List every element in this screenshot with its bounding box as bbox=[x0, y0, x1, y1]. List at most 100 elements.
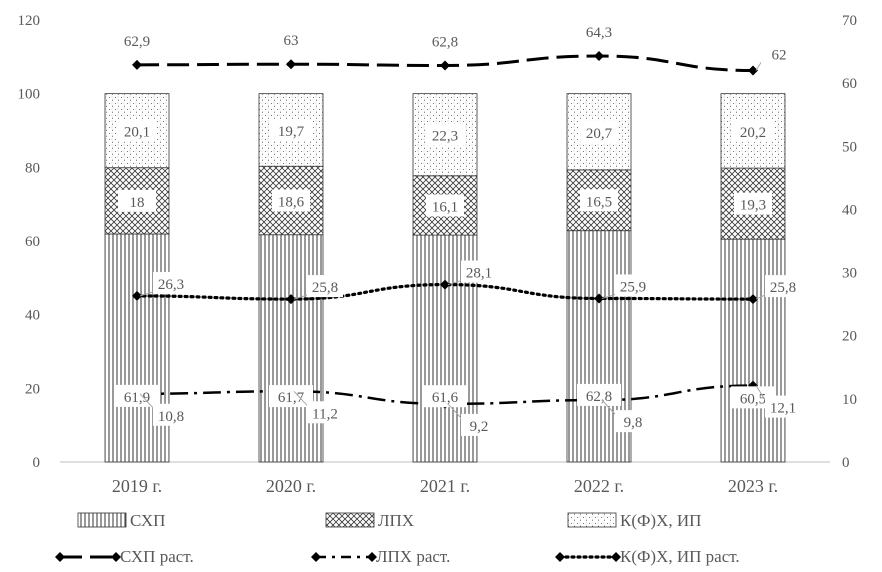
line-data-label: 25,9 bbox=[620, 279, 646, 295]
data-label: 20,2 bbox=[740, 125, 766, 141]
line-marker bbox=[132, 59, 142, 70]
data-label: 19,7 bbox=[278, 124, 305, 140]
legend-marker bbox=[111, 552, 121, 562]
data-label: 22,3 bbox=[432, 129, 458, 145]
legend-label: ЛПХ раст. bbox=[376, 547, 450, 566]
data-label-box bbox=[579, 120, 619, 143]
y-right-tick-label: 40 bbox=[842, 202, 857, 218]
line-marker bbox=[748, 65, 758, 76]
data-label: 20,1 bbox=[124, 125, 150, 141]
legend-label: СХП bbox=[130, 511, 165, 530]
data-label-box bbox=[761, 42, 797, 65]
data-label-box bbox=[615, 274, 651, 297]
data-label-box bbox=[461, 260, 497, 283]
legend-marker bbox=[611, 552, 621, 562]
data-label: 18,6 bbox=[278, 194, 305, 210]
x-tick-label: 2019 г. bbox=[112, 476, 162, 496]
data-label-box bbox=[580, 189, 618, 212]
legend-marker bbox=[55, 552, 65, 562]
line-data-label: 26,3 bbox=[158, 277, 184, 293]
line-marker bbox=[594, 50, 604, 61]
legend-marker bbox=[311, 552, 321, 562]
data-label-box bbox=[269, 385, 313, 408]
axes: 0 20 40 60 80 100 120 0 10 20 30 40 50 60 70 2019 г. 202… bbox=[18, 13, 858, 496]
data-label-box bbox=[117, 119, 157, 142]
y-left-tick-label: 80 bbox=[25, 160, 40, 176]
data-label: 16,5 bbox=[586, 194, 612, 210]
line-marker bbox=[440, 279, 450, 290]
line-marker bbox=[748, 294, 758, 305]
y-left-tick-label: 0 bbox=[33, 455, 41, 471]
data-label: 61,7 bbox=[278, 390, 305, 406]
data-label-box bbox=[615, 410, 651, 433]
line-data-label: 25,8 bbox=[770, 280, 796, 296]
data-label-box bbox=[307, 275, 343, 298]
data-label-box bbox=[765, 395, 801, 418]
line-data-label: 25,8 bbox=[312, 280, 338, 296]
legend-swatch bbox=[325, 512, 375, 528]
line-data-label: 62,9 bbox=[124, 34, 150, 50]
y-right-tick-label: 60 bbox=[842, 76, 857, 92]
y-right-tick-label: 10 bbox=[842, 392, 857, 408]
line-marker bbox=[594, 293, 604, 304]
data-label: 61,9 bbox=[124, 390, 150, 406]
data-label: 61,6 bbox=[432, 390, 459, 406]
y-right-tick-label: 0 bbox=[842, 455, 850, 471]
data-label: 19,3 bbox=[740, 198, 766, 214]
data-label-box bbox=[153, 403, 189, 426]
data-label-box bbox=[271, 118, 311, 141]
line-data-label: 9,8 bbox=[624, 415, 643, 431]
line-data-label: 11,2 bbox=[312, 406, 338, 422]
line-marker bbox=[286, 294, 296, 305]
line-marker bbox=[440, 60, 450, 71]
bar-segment bbox=[258, 234, 324, 463]
legend-swatch bbox=[567, 512, 617, 528]
data-label-box bbox=[118, 189, 156, 212]
y-left-tick-label: 120 bbox=[18, 13, 41, 29]
bar-segment bbox=[720, 238, 786, 463]
x-tick-label: 2021 г. bbox=[420, 476, 470, 496]
line-data-label: 9,2 bbox=[470, 419, 489, 435]
line-data-label: 64,3 bbox=[586, 25, 612, 41]
legend: СХП ЛПХ К(Ф)Х, ИП СХП раст. ЛПХ раст. К(Ф)Х, … bbox=[55, 511, 740, 566]
data-label: 18 bbox=[130, 195, 145, 211]
data-label-box bbox=[307, 401, 343, 424]
line-data-label: 12,1 bbox=[770, 401, 796, 417]
data-label: 62,8 bbox=[586, 389, 612, 405]
y-left-tick-label: 40 bbox=[25, 308, 40, 324]
data-label: 16,1 bbox=[432, 199, 458, 215]
line-data-label: 62,8 bbox=[432, 34, 458, 50]
data-label-box bbox=[765, 275, 801, 298]
data-label: 20,7 bbox=[586, 126, 613, 142]
legend-label: СХП раст. bbox=[120, 547, 194, 566]
y-right-tick-label: 30 bbox=[842, 266, 857, 282]
y-left-tick-label: 100 bbox=[18, 87, 41, 103]
line-marker bbox=[286, 59, 296, 70]
data-label-box bbox=[577, 383, 621, 406]
data-label-box bbox=[115, 384, 159, 407]
data-label-box bbox=[153, 271, 189, 294]
data-label-box bbox=[423, 385, 467, 408]
bar-segment bbox=[104, 233, 170, 463]
legend-marker bbox=[555, 552, 565, 562]
data-label-box bbox=[731, 386, 775, 409]
line-data-label: 10,8 bbox=[158, 409, 184, 425]
x-tick-label: 2022 г. bbox=[574, 476, 624, 496]
line-data-label: 63 bbox=[284, 33, 299, 49]
legend-label: К(Ф)Х, ИП bbox=[620, 511, 701, 530]
data-label-box bbox=[425, 123, 465, 146]
y-right-tick-label: 20 bbox=[842, 329, 857, 345]
line-data-label: 28,1 bbox=[466, 266, 492, 282]
data-labels: 61,9 18 20,1 61,7 18,6 19,7 61,6 16,1 22,3 62,8 16… bbox=[115, 25, 801, 436]
legend-marker bbox=[367, 552, 377, 562]
y-left-tick-label: 60 bbox=[25, 234, 40, 250]
legend-label: К(Ф)Х, ИП раст. bbox=[620, 547, 740, 566]
y-left-tick-label: 20 bbox=[25, 381, 40, 397]
data-label-box bbox=[733, 119, 773, 142]
line-data-label: 62 bbox=[772, 48, 787, 64]
legend-label: ЛПХ bbox=[378, 511, 414, 530]
data-label-box bbox=[734, 192, 772, 215]
data-label-box bbox=[461, 413, 497, 436]
data-label-box bbox=[426, 194, 464, 217]
